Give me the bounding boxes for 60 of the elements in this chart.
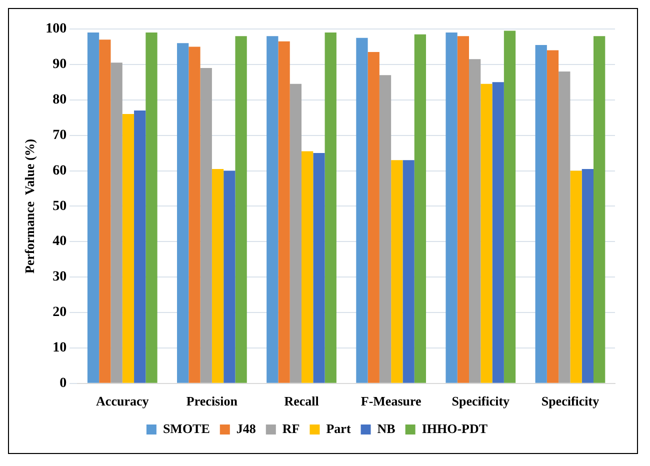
legend-label: J48 [236, 420, 256, 436]
bar [188, 46, 200, 383]
legend-label: IHHO-PDT [422, 420, 488, 436]
y-tick-label: 50 [52, 198, 67, 214]
bar [146, 32, 158, 383]
bar [391, 160, 403, 383]
y-tick-label: 70 [52, 128, 67, 143]
bar [368, 52, 380, 383]
x-tick-label: F-Measure [360, 394, 422, 409]
x-tick-label: Specificity [541, 394, 600, 409]
bar [99, 40, 111, 383]
y-tick-label: 40 [52, 234, 67, 250]
bar [570, 170, 582, 383]
x-tick-label: Specificity [452, 394, 510, 409]
bar [224, 170, 236, 383]
bar [582, 168, 594, 383]
bar [134, 110, 146, 383]
y-tick-label: 30 [52, 270, 67, 285]
y-tick-label: 100 [46, 22, 67, 37]
x-tick-label: Recall [284, 394, 320, 409]
bar [313, 153, 325, 383]
bar [290, 84, 302, 383]
x-tick-label: Accuracy [96, 394, 150, 409]
x-tick-label: Precision [186, 394, 238, 409]
bar [87, 32, 100, 383]
y-tick-label: 90 [52, 57, 67, 72]
y-tick-label: 80 [52, 92, 67, 108]
bar [200, 68, 212, 383]
bar [469, 59, 481, 383]
bar [122, 114, 134, 383]
bar [110, 62, 122, 383]
bar [324, 32, 336, 383]
bar [177, 43, 189, 383]
bar [402, 160, 414, 383]
bar [212, 168, 224, 383]
y-axis-title: Performance Value (%) [22, 138, 38, 274]
bar [594, 36, 606, 383]
bar [546, 50, 559, 383]
y-tick-label: 60 [52, 163, 67, 178]
bar [535, 44, 547, 383]
bar [558, 72, 570, 383]
bar [235, 36, 247, 383]
legend-label: Part [326, 420, 352, 436]
y-tick-label: 20 [52, 305, 67, 320]
bar [356, 38, 368, 383]
bar [379, 75, 392, 383]
bar [457, 36, 470, 383]
bar [492, 82, 504, 383]
bar [504, 30, 516, 383]
bar [278, 41, 290, 383]
bar [414, 34, 426, 383]
legend-label: NB [377, 420, 396, 436]
bar [480, 84, 492, 383]
y-tick-label: 10 [52, 340, 67, 356]
legend-label: SMOTE [162, 420, 210, 436]
bar [446, 32, 458, 383]
legend-label: RF [282, 420, 300, 436]
y-tick-label: 0 [60, 376, 67, 392]
bar [302, 151, 314, 383]
bar [266, 36, 278, 383]
